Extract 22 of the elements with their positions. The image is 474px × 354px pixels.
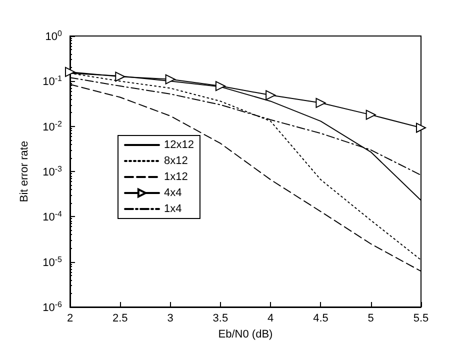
legend-label: 4x4 [164,187,182,199]
legend-label: 1x12 [164,171,188,183]
y-axis-title: Bit error rate [18,140,30,202]
y-tick-label: 10$^{-1}$ [42,74,63,88]
x-tick-label: 3.5 [212,312,228,324]
legend-label: 8x12 [164,155,188,167]
x-tick-label: 2.5 [112,312,128,324]
y-tick-label: 10$^{0}$ [45,28,63,43]
legend-label: 1x4 [164,203,182,215]
x-tick-label: 3 [167,312,174,324]
legend-label: 12x12 [164,139,194,151]
y-tick-label: 10$^{-4}$ [42,209,63,224]
y-tick-label: 10$^{-6}$ [42,300,63,314]
x-tick-label: 4.5 [313,312,328,324]
x-tick-label: 5.5 [413,312,429,324]
x-tick-label: 2 [66,312,74,324]
y-tick-label: 10$^{-3}$ [42,164,63,178]
y-tick-label: 10$^{-5}$ [42,254,63,269]
x-tick-label: 4 [268,312,274,324]
x-axis-title: Eb/N0 (dB) [218,328,273,340]
x-tick-label: 5 [368,312,374,324]
y-tick-label: 10$^{-2}$ [42,118,63,134]
